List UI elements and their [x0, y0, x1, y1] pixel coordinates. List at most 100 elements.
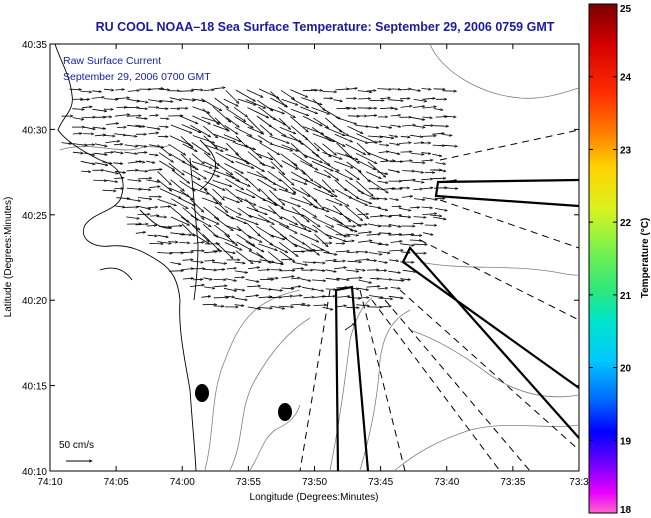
- current-vector: [401, 196, 413, 197]
- current-vector: [135, 161, 145, 162]
- current-vector: [357, 298, 369, 299]
- current-vector: [257, 135, 273, 146]
- current-vector: [244, 160, 264, 172]
- current-vector: [159, 188, 181, 199]
- current-vector: [94, 162, 108, 166]
- current-vector: [267, 297, 282, 298]
- current-vector: [400, 180, 416, 181]
- current-vector: [313, 187, 334, 198]
- current-vector: [368, 205, 381, 208]
- current-vector: [213, 169, 235, 178]
- current-vector: [72, 117, 84, 120]
- current-vector: [116, 198, 130, 199]
- current-vector: [344, 179, 364, 194]
- current-vector: [105, 141, 120, 143]
- current-vector: [368, 223, 381, 227]
- current-vector: [413, 99, 427, 101]
- current-vector: [291, 178, 307, 185]
- current-vector: [248, 260, 261, 262]
- current-vector: [202, 125, 218, 138]
- current-vector: [302, 142, 320, 157]
- current-vector: [400, 243, 414, 246]
- current-vector: [355, 152, 377, 164]
- current-vector: [235, 216, 258, 224]
- current-vector: [135, 118, 147, 119]
- current-vector: [126, 216, 139, 219]
- current-vector: [226, 214, 247, 225]
- current-vector: [345, 234, 358, 235]
- current-vector: [168, 187, 190, 197]
- current-vector: [366, 90, 376, 91]
- current-vector: [235, 250, 253, 264]
- current-vector: [288, 223, 311, 232]
- current-vector: [94, 143, 107, 147]
- current-vector: [312, 98, 325, 110]
- current-vector: [159, 101, 173, 102]
- current-vector: [225, 278, 237, 281]
- current-vector: [443, 116, 456, 117]
- current-vector: [179, 243, 190, 244]
- current-vector: [369, 295, 383, 298]
- current-vector: [388, 224, 401, 226]
- current-vector: [191, 261, 203, 262]
- current-vector: [413, 217, 427, 218]
- current-vector: [72, 133, 82, 134]
- current-vector: [346, 307, 359, 308]
- current-vector: [126, 116, 142, 117]
- current-vector: [389, 215, 402, 216]
- contour-line: [419, 261, 580, 276]
- current-vector: [278, 223, 297, 234]
- current-vector: [204, 180, 226, 191]
- current-vector: [388, 100, 404, 101]
- current-vector: [236, 196, 256, 206]
- current-vector: [201, 296, 210, 297]
- current-vector: [191, 89, 203, 90]
- current-vector: [170, 206, 189, 222]
- current-vector: [376, 198, 387, 199]
- current-vector: [126, 170, 138, 171]
- current-vector: [432, 133, 444, 134]
- current-vector: [234, 170, 249, 180]
- current-vector: [234, 277, 245, 278]
- current-vector: [181, 124, 201, 134]
- current-vector: [257, 178, 276, 191]
- current-vector: [432, 178, 446, 179]
- current-vector: [157, 241, 171, 244]
- current-vector: [421, 179, 433, 180]
- current-vector: [322, 143, 337, 156]
- current-vector: [390, 241, 403, 242]
- current-vector: [367, 161, 386, 178]
- colorbar-tick-label: 19: [620, 436, 632, 447]
- current-vector: [345, 286, 359, 289]
- current-vector: [270, 91, 287, 107]
- current-vector: [369, 127, 379, 128]
- current-vector: [234, 116, 254, 129]
- current-vector: [201, 116, 221, 123]
- current-vector: [259, 142, 280, 156]
- current-vector: [299, 233, 319, 243]
- current-vector: [334, 133, 353, 143]
- current-vector: [191, 153, 204, 164]
- y-axis-label: Latitude (Degrees:Minutes): [3, 197, 14, 318]
- current-vector: [126, 187, 142, 189]
- current-vector: [311, 280, 326, 281]
- current-vector: [303, 178, 321, 189]
- current-vector: [257, 214, 274, 226]
- current-vector: [203, 269, 217, 270]
- current-vector: [170, 262, 181, 264]
- current-vector: [114, 170, 126, 173]
- current-vector: [235, 142, 255, 149]
- current-vector: [402, 171, 414, 172]
- current-vector: [135, 124, 145, 127]
- current-vector: [170, 179, 185, 192]
- scale-label: 50 cm/s: [59, 440, 94, 451]
- current-vector: [135, 232, 146, 233]
- current-vector: [390, 115, 401, 116]
- current-vector: [237, 98, 256, 105]
- current-vector: [312, 216, 334, 228]
- current-vector: [399, 207, 411, 210]
- current-vector: [336, 142, 353, 158]
- current-vector: [147, 235, 158, 236]
- current-vector: [422, 107, 437, 109]
- current-vector: [180, 252, 193, 253]
